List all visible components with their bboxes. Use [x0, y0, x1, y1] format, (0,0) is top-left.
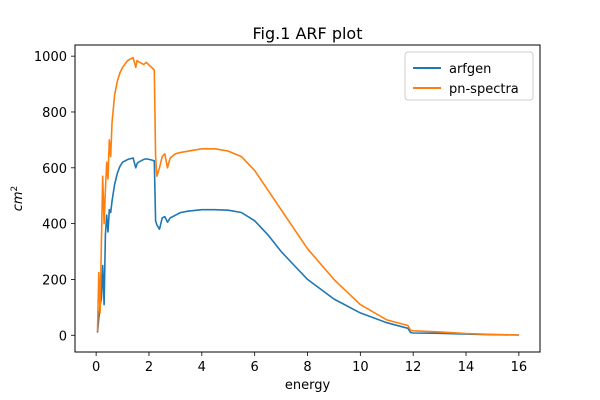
series-line-pn-spectra [96, 56, 519, 336]
x-axis-label: energy [285, 378, 331, 393]
x-tick-label: 0 [92, 360, 100, 375]
legend-label: pn-spectra [449, 82, 519, 97]
x-tick-label: 10 [352, 360, 369, 375]
x-tick-label: 16 [511, 360, 528, 375]
x-tick-label: 6 [251, 360, 259, 375]
x-tick-label: 8 [303, 360, 311, 375]
y-tick-label: 200 [42, 273, 67, 288]
series-layer [96, 56, 519, 336]
y-axis-label: cm2 [10, 186, 26, 212]
x-axis-ticks: 0 2 4 6 8 10 12 14 16 [92, 352, 527, 375]
x-tick-label: 12 [405, 360, 422, 375]
legend: arfgen pn-spectra [404, 51, 534, 101]
y-axis-ticks: 0 200 400 600 800 1000 [34, 50, 75, 344]
series-line-arfgen [96, 157, 519, 336]
x-tick-label: 14 [458, 360, 475, 375]
chart-title: Fig.1 ARF plot [252, 24, 362, 43]
x-tick-label: 2 [145, 360, 153, 375]
y-tick-label: 0 [59, 329, 67, 344]
x-tick-label: 4 [198, 360, 206, 375]
legend-label: arfgen [449, 62, 491, 77]
y-tick-label: 600 [42, 162, 67, 177]
y-tick-label: 1000 [34, 50, 67, 65]
y-tick-label: 800 [42, 106, 67, 121]
y-tick-label: 400 [42, 218, 67, 233]
